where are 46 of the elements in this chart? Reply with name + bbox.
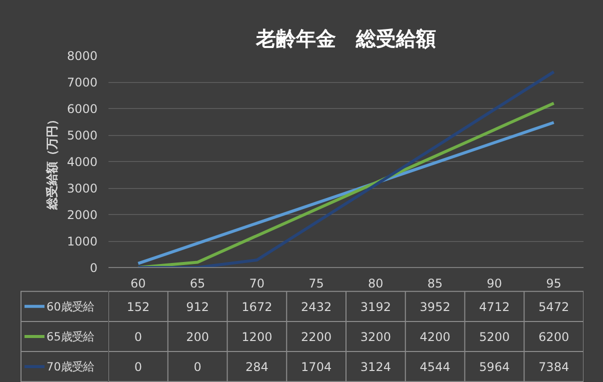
data-label: 4544: [420, 360, 450, 374]
x-tick-label: 85: [427, 276, 443, 290]
legend-label: 60歳受給: [46, 299, 94, 314]
x-tick-label: 80: [368, 276, 384, 290]
y-tick-label: 0: [90, 261, 98, 275]
y-tick-label: 3000: [66, 182, 98, 196]
legend-label: 70歳受給: [46, 360, 94, 374]
x-tick-label: 75: [308, 276, 324, 290]
y-axis-title: 総受給額（万円）: [44, 114, 59, 210]
data-label: 5964: [479, 360, 510, 374]
data-label: 5200: [479, 330, 510, 344]
data-label: 200: [186, 330, 210, 344]
y-tick-label: 6000: [66, 102, 98, 116]
legend-label: 65歳受給: [46, 330, 94, 344]
data-label: 3124: [360, 360, 391, 374]
data-label: 284: [245, 360, 268, 374]
x-tick-label: 90: [486, 276, 502, 290]
y-tick-label: 4000: [66, 155, 98, 169]
data-label: 2200: [301, 330, 332, 344]
data-label: 1704: [301, 360, 332, 374]
data-label: 4200: [420, 330, 450, 344]
data-label: 152: [126, 300, 150, 314]
chart-title: 老齢年金 総受給額: [255, 26, 436, 50]
data-label: 7384: [538, 360, 570, 374]
x-tick-label: 65: [190, 276, 206, 290]
data-label: 0: [194, 360, 202, 374]
data-label: 5472: [538, 300, 570, 314]
data-label: 912: [186, 300, 210, 314]
x-tick-label: 60: [130, 276, 146, 290]
data-label: 1200: [242, 330, 272, 344]
y-tick-label: 2000: [66, 208, 98, 222]
y-tick-label: 5000: [66, 128, 98, 142]
data-label: 2432: [301, 300, 332, 314]
y-tick-label: 7000: [66, 76, 98, 90]
y-tick-label: 1000: [66, 234, 98, 248]
data-label: 3192: [360, 300, 391, 314]
x-tick-label: 70: [249, 276, 265, 290]
data-label: 1672: [242, 300, 272, 314]
y-tick-label: 8000: [66, 49, 98, 63]
data-label: 0: [134, 330, 142, 344]
data-label: 3952: [420, 300, 450, 314]
data-label: 6200: [538, 330, 570, 344]
data-label: 3200: [360, 330, 391, 344]
data-label: 0: [134, 360, 142, 374]
data-label: 4712: [479, 300, 510, 314]
x-tick-label: 95: [546, 276, 562, 290]
